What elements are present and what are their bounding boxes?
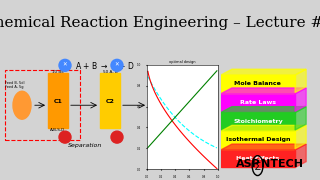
Text: Rate Laws: Rate Laws [240, 100, 276, 105]
Circle shape [111, 131, 123, 143]
Bar [221, 94, 295, 111]
Text: A + B $\rightarrow$ C + D: A + B $\rightarrow$ C + D [75, 60, 135, 71]
Circle shape [59, 131, 71, 143]
Bar [221, 112, 295, 130]
Polygon shape [295, 107, 306, 130]
Text: Stoichiometry: Stoichiometry [233, 119, 283, 124]
Polygon shape [221, 144, 306, 150]
Text: Mole Balance: Mole Balance [235, 81, 281, 86]
Text: ∑: ∑ [255, 161, 260, 170]
Polygon shape [295, 88, 306, 111]
Ellipse shape [13, 91, 31, 119]
Text: Feed B, 5dl: Feed B, 5dl [5, 81, 25, 85]
Bar [221, 150, 295, 167]
Text: 50 A, B: 50 A, B [103, 70, 117, 74]
Bar [100, 73, 120, 128]
Text: Feed A, 5g: Feed A, 5g [5, 85, 23, 89]
Text: ASP: ASP [236, 159, 261, 169]
Polygon shape [221, 88, 306, 94]
Text: Isothermal Design: Isothermal Design [226, 138, 290, 143]
Text: Separation: Separation [68, 143, 102, 148]
Bar [5, 70, 80, 140]
Polygon shape [295, 125, 306, 149]
Polygon shape [221, 69, 306, 75]
Text: Heat Effects: Heat Effects [236, 156, 280, 161]
Text: 10 dS: 10 dS [52, 70, 64, 74]
Polygon shape [221, 107, 306, 112]
Polygon shape [295, 144, 306, 167]
Text: C2: C2 [106, 99, 115, 104]
Text: NTECH: NTECH [261, 159, 303, 169]
Text: A,B,S,D: A,B,S,D [50, 128, 66, 132]
Bar [221, 131, 295, 149]
Bar [48, 73, 68, 128]
Polygon shape [295, 69, 306, 93]
Text: ✕: ✕ [115, 63, 119, 68]
Text: Chemical Reaction Engineering – Lecture # 1: Chemical Reaction Engineering – Lecture … [0, 16, 320, 30]
Polygon shape [221, 125, 306, 131]
Text: C1: C1 [53, 99, 62, 104]
Bar [221, 75, 295, 93]
Circle shape [111, 59, 123, 71]
Text: ✕: ✕ [63, 63, 67, 68]
Text: optimal design: optimal design [169, 60, 196, 64]
Circle shape [59, 59, 71, 71]
